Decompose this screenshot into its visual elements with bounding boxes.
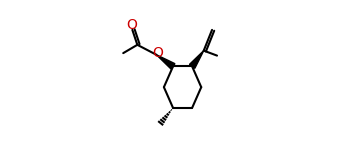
- Text: O: O: [126, 18, 137, 32]
- Polygon shape: [156, 55, 175, 69]
- Polygon shape: [190, 51, 204, 68]
- Text: O: O: [152, 46, 163, 60]
